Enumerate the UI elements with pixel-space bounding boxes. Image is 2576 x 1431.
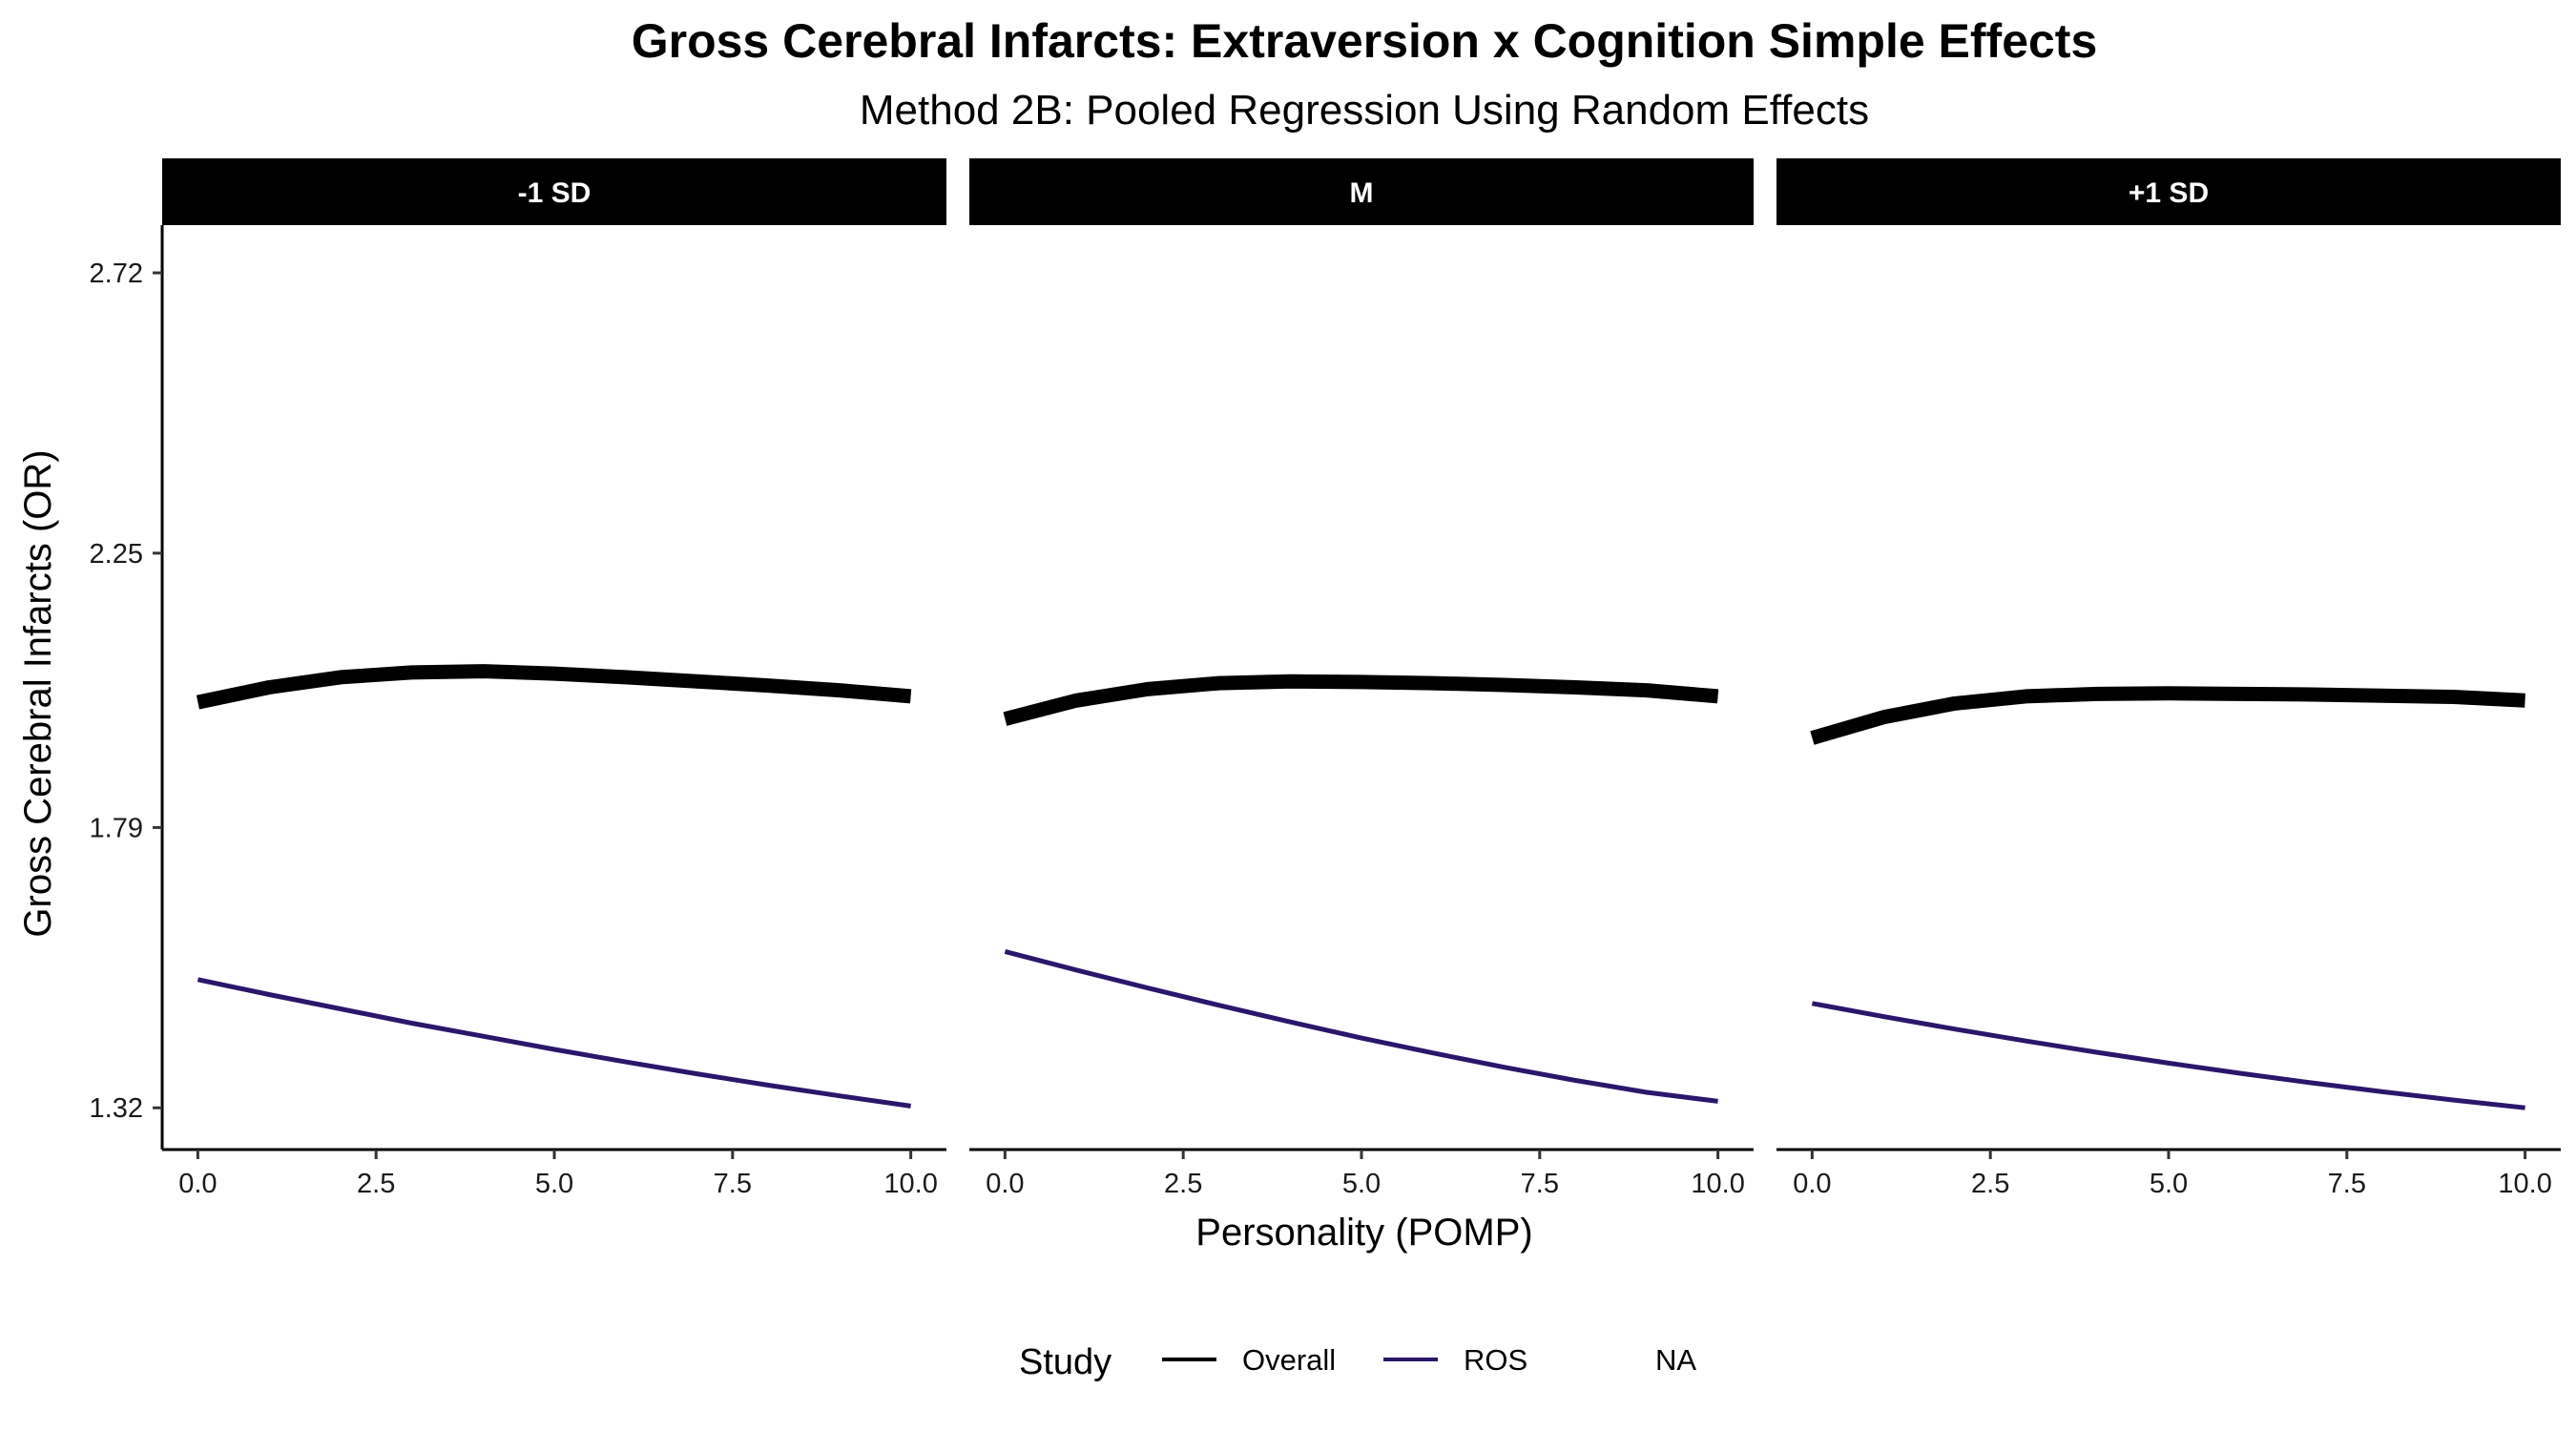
facet-strip-label: -1 SD xyxy=(518,177,592,209)
x-tick-label: 10.0 xyxy=(1691,1169,1744,1199)
y-axis: 1.32 1.79 2.25 2.72 xyxy=(90,225,164,1150)
x-tick-label: 5.0 xyxy=(1342,1169,1381,1199)
x-tick-label: 5.0 xyxy=(2150,1169,2188,1199)
series-line-overall xyxy=(196,664,912,710)
y-tick-label: 2.72 xyxy=(90,259,143,289)
facet-strip xyxy=(162,158,946,225)
legend-label-na: NA xyxy=(1655,1343,1696,1377)
legend-label-overall: Overall xyxy=(1242,1343,1336,1377)
x-tick-label: 0.0 xyxy=(986,1169,1024,1199)
y-tick-label: 1.79 xyxy=(90,813,143,843)
series-line-overall xyxy=(1810,686,2525,745)
series-line-ros xyxy=(197,977,911,1109)
chart-subtitle: Method 2B: Pooled Regression Using Rando… xyxy=(860,87,1869,134)
y-axis-title: Gross Cerebral Infarcts (OR) xyxy=(17,449,59,937)
series-line-ros xyxy=(1004,948,1718,1104)
x-axis-title: Personality (POMP) xyxy=(1195,1212,1532,1254)
facet-strip-label: +1 SD xyxy=(2129,177,2209,209)
series-line-ros xyxy=(1811,1001,2525,1110)
legend-title: Study xyxy=(1019,1342,1111,1382)
x-tick-label: 2.5 xyxy=(1971,1169,2009,1199)
facet-strip-label: M xyxy=(1350,177,1374,209)
x-tick-label: 0.0 xyxy=(1793,1169,1831,1199)
facet-strip xyxy=(1776,158,2561,225)
facet-panel: +1 SD 0.0 2.5 5.0 7.5 10.0 xyxy=(1776,158,2561,1199)
legend-label-ros: ROS xyxy=(1464,1343,1527,1377)
legend: Study Overall ROS NA xyxy=(1019,1342,1696,1382)
x-tick-label: 7.5 xyxy=(714,1169,752,1199)
chart-title: Gross Cerebral Infarcts: Extraversion x … xyxy=(632,14,2098,68)
x-tick-label: 5.0 xyxy=(535,1169,573,1199)
x-tick-label: 10.0 xyxy=(883,1169,937,1199)
facet-strip xyxy=(969,158,1754,225)
y-tick-label: 2.25 xyxy=(90,539,143,570)
x-tick-label: 10.0 xyxy=(2498,1169,2551,1199)
y-tick-label: 1.32 xyxy=(90,1093,143,1124)
x-tick-label: 0.0 xyxy=(178,1169,217,1199)
x-tick-label: 2.5 xyxy=(357,1169,395,1199)
x-tick-label: 7.5 xyxy=(1521,1169,1559,1199)
facet-panel: M 0.0 2.5 5.0 7.5 10.0 xyxy=(969,158,1754,1199)
x-tick-label: 2.5 xyxy=(1164,1169,1202,1199)
facet-panel: -1 SD 0.0 2.5 5.0 7.5 10.0 xyxy=(162,158,946,1199)
series-line-overall xyxy=(1003,674,1719,726)
x-tick-label: 7.5 xyxy=(2328,1169,2366,1199)
facet-panels: -1 SD0.0 2.5 5.0 7.5 10.0M0.0 2.5 5.0 7.5 10.0+1… xyxy=(162,158,2561,1199)
